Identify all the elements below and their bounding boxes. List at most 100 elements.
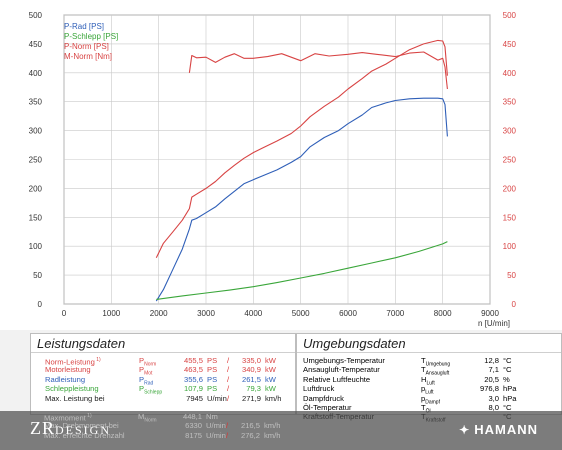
row-value-2: 216,5 [240, 421, 260, 431]
row-separator: / [227, 384, 230, 394]
leistungsdaten-row: Schleppleistung PSchlepp 107,9 PS / 79,3 kW [31, 384, 295, 396]
y-left-tick-label: 200 [29, 184, 43, 193]
hamann-wing-icon: ✦ [459, 423, 471, 437]
leistungsdaten-hidden-row: Max. Drehmoment bei 6330 U/min/ 216,5 km/h [30, 421, 294, 430]
series-line-p-norm-ps [155, 39, 448, 259]
row-label: Motorleistung [45, 365, 91, 375]
series-line-p-schlepp-ps [156, 241, 448, 300]
row-unit-1: PS [207, 356, 218, 365]
row-value-1: 8175 [185, 430, 202, 440]
leistungsdaten-hidden-rows: Maxmoment 1) MNorm 448,1 Nm Max. Drehmoment … [30, 412, 294, 440]
y-right-tick-label: 350 [503, 98, 517, 107]
row-label: Relative Luftfeuchte [303, 374, 371, 384]
row-unit-1: U/min [206, 430, 226, 440]
leistungsdaten-row: Radleistung PRad 355,6 PS / 261,5 kW [31, 374, 295, 387]
row-unit-2: kW [265, 374, 276, 384]
row-value-1: 107,9 [183, 384, 203, 394]
row-label: Schleppleistung [45, 384, 99, 394]
row-symbol: MNorm [138, 412, 157, 424]
row-unit-2: kW [265, 384, 276, 394]
row-unit-1: PS [207, 374, 218, 384]
brand-left-main: ZR [30, 418, 56, 438]
row-label: Max. Leistung bei [45, 393, 105, 403]
y-left-tick-label: 450 [29, 40, 43, 49]
x-tick-label: 0 [62, 309, 67, 318]
row-value-2: 276,2 [240, 430, 260, 440]
chart-area: 0 1000 2000 3000 4000 5000 6000 7000 8000 9000 n [… [0, 0, 562, 330]
x-tick-label: 1000 [102, 309, 120, 318]
row-unit: °C [503, 356, 512, 365]
row-label: Max. erreichte Drehzahl [44, 430, 125, 440]
row-unit-2: km/h [264, 421, 281, 431]
y-left-tick-label: 150 [29, 213, 43, 222]
leistungsdaten-row: Max. Leistung bei 7945 U/min/ 271,9 km/h [31, 394, 295, 403]
y-right-tick-label: 500 [503, 11, 517, 20]
row-unit: hPa [503, 393, 517, 403]
brand-right-text: HAMANN [474, 422, 538, 437]
legend-item-p-rad: P-Rad [PS] [64, 22, 105, 31]
row-label: Norm-Leistung 1) [45, 357, 101, 367]
row-separator: / [227, 374, 230, 384]
row-separator: / [227, 356, 230, 365]
legend-item-m-norm: M-Norm [Nm] [64, 52, 112, 61]
leistungsdaten-hidden-row: Max. erreichte Drehzahl 8175 U/min/ 276,2 km… [30, 431, 294, 440]
chart-legend: P-Rad [PS] P-Schlepp [PS] P-Norm [PS] M-… [64, 22, 118, 62]
row-unit-1: PS [207, 365, 218, 375]
x-tick-label: 6000 [339, 309, 357, 318]
row-label: Maxmoment 1) [44, 413, 92, 423]
y-left-tick-label: 250 [29, 156, 43, 165]
brand-left-sub: DESIGN [55, 423, 112, 437]
umgebungsdaten-row: Dampfdruck pDampf 3,0 hPa [297, 393, 561, 406]
row-value-2: 335,0 [241, 356, 261, 365]
row-unit: % [503, 374, 510, 384]
row-symbol: TUmgebung [421, 356, 451, 368]
leistungsdaten-panel: Leistungsdaten Norm-Leistung 1) PNorm 455,… [30, 333, 296, 415]
row-symbol: pLuft [421, 384, 434, 396]
y-right-tick-label: 150 [503, 213, 517, 222]
y-left-tick-label: 350 [29, 98, 43, 107]
row-symbol: PNorm [139, 356, 157, 368]
y-right-tick-label: 100 [503, 242, 517, 251]
row-label: Dampfdruck [303, 393, 344, 403]
y-right-tick-label: 400 [503, 69, 517, 78]
umgebungsdaten-panel: Umgebungsdaten Umgebungs-Temperatur TUmge… [296, 333, 562, 424]
leistungsdaten-hidden-row: Maxmoment 1) MNorm 448,1 Nm [30, 412, 294, 424]
y-right-tick-label: 200 [503, 184, 517, 193]
row-unit-2: kW [265, 356, 276, 365]
leistungsdaten-title: Leistungsdaten [31, 334, 295, 353]
row-separator: / [226, 421, 229, 431]
umgebungsdaten-row: Relative Luftfeuchte HLuft 20,5% [297, 374, 561, 387]
row-separator: / [227, 365, 230, 375]
row-value-1: 6330 [185, 421, 202, 431]
umgebungsdaten-row: Luftdruck pLuft 976,8 hPa [297, 384, 561, 396]
row-label: Umgebungs-Temperatur [303, 356, 385, 365]
y-right-tick-label: 50 [507, 271, 516, 280]
row-label: Luftdruck [303, 384, 335, 394]
y-left-tick-label: 100 [29, 242, 43, 251]
x-axis-unit: n [U/min] [478, 319, 510, 328]
row-value-1: 448,1 [182, 412, 202, 421]
row-symbol: PMot [139, 365, 153, 377]
brand-logo-hamann: ✦ HAMANN [459, 422, 538, 437]
row-value-1: 463,5 [183, 365, 203, 375]
row-symbol: pDampf [421, 393, 440, 406]
y-left-tick-label: 50 [33, 271, 42, 280]
leistungsdaten-row: Motorleistung PMot 463,5 PS / 340,9 kW [31, 365, 295, 377]
umgebungsdaten-row: Umgebungs-Temperatur TUmgebung 12,8 °C [297, 356, 561, 368]
x-tick-label: 5000 [292, 309, 310, 318]
row-unit-2: km/h [264, 430, 281, 440]
y-left-tick-label: 0 [38, 300, 43, 309]
y-right-tick-label: 0 [512, 300, 517, 309]
x-tick-label: 8000 [434, 309, 452, 318]
x-tick-label: 4000 [244, 309, 262, 318]
y-left-tick-label: 500 [29, 11, 43, 20]
row-value-2: 79,3 [246, 384, 261, 394]
y-left-tick-label: 300 [29, 127, 43, 136]
legend-item-p-norm: P-Norm [PS] [64, 42, 109, 51]
series-line-m-norm-nm [188, 51, 448, 90]
row-label: Ansaugluft-Temperatur [303, 365, 380, 375]
row-value-2: 340,9 [241, 365, 261, 375]
row-unit: °C [503, 402, 512, 412]
row-unit-2: kW [265, 365, 276, 375]
y-right-tick-label: 450 [503, 40, 517, 49]
